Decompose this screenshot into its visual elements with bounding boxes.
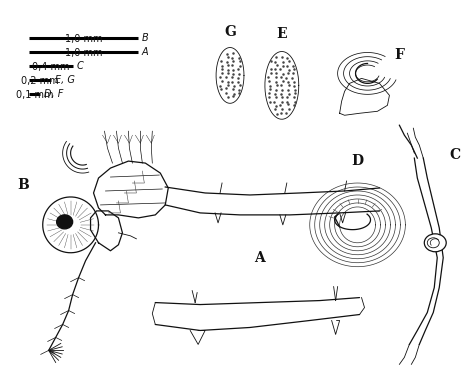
Text: B: B [142,33,148,43]
Text: 0,1 mm: 0,1 mm [16,90,54,100]
Text: E: E [276,26,287,41]
Text: F: F [394,48,404,63]
Ellipse shape [427,238,439,248]
Text: 1,0 mm: 1,0 mm [65,34,102,44]
Text: D, F: D, F [44,89,64,98]
Ellipse shape [57,215,73,229]
Text: C: C [77,61,83,71]
Text: D: D [352,154,364,168]
Text: C: C [450,148,461,162]
Ellipse shape [424,234,446,252]
Text: A: A [255,251,265,265]
Text: 0,2 mm: 0,2 mm [21,76,59,86]
Text: 1,0 mm: 1,0 mm [65,48,102,58]
Text: B: B [17,178,28,192]
Text: A: A [142,47,148,57]
Text: 0,4 mm: 0,4 mm [32,62,70,72]
Text: E, G: E, G [55,75,75,85]
Text: G: G [224,25,236,38]
